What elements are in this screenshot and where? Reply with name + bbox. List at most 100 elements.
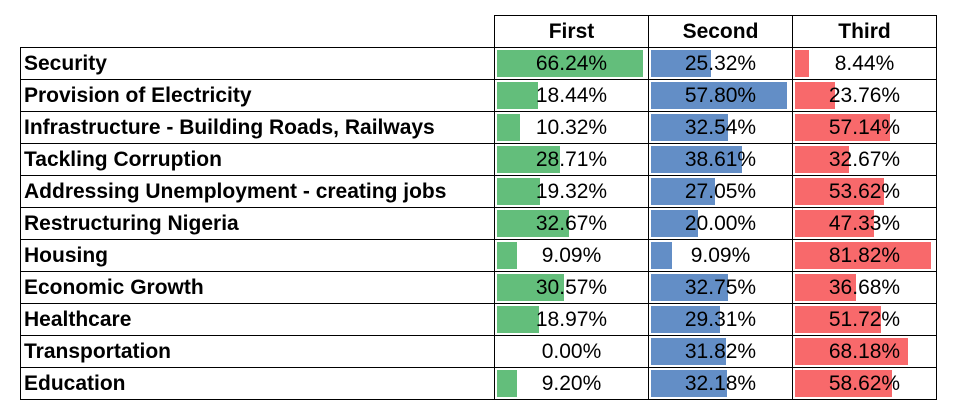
value-cell-second: 25.32% xyxy=(648,47,793,80)
data-bar-first xyxy=(497,82,538,109)
value-label: 30.57% xyxy=(535,275,608,299)
row-label: Security xyxy=(20,47,495,80)
value-label: 57.14% xyxy=(828,115,901,139)
table-row: Housing 9.09% 9.09% 81.82% xyxy=(20,239,937,272)
value-cell-third: 68.18% xyxy=(792,335,937,368)
data-bar-first xyxy=(497,242,517,269)
data-bar-first xyxy=(497,178,540,205)
row-label: Tackling Corruption xyxy=(20,143,495,176)
table-row: Provision of Electricity 18.44% 57.80% 23.7… xyxy=(20,79,937,112)
column-header-second: Second xyxy=(648,15,793,48)
row-label: Provision of Electricity xyxy=(20,79,495,112)
value-cell-first: 0.00% xyxy=(494,335,649,368)
data-bar-first xyxy=(497,210,569,237)
data-bar-third xyxy=(795,274,856,301)
value-label: 20.00% xyxy=(684,211,757,235)
table-row: Infrastructure - Building Roads, Railway… xyxy=(20,111,937,144)
table-row: Economic Growth 30.57% 32.75% 36.68% xyxy=(20,271,937,304)
table-row: Transportation 0.00% 31.82% 68.18% xyxy=(20,335,937,368)
value-label: 51.72% xyxy=(828,307,901,331)
value-label: 38.61% xyxy=(684,147,757,171)
value-label: 18.44% xyxy=(535,83,608,107)
value-label: 36.68% xyxy=(828,275,901,299)
value-cell-first: 30.57% xyxy=(494,271,649,304)
table-body: Security 66.24% 25.32% 8.44% Provision of El… xyxy=(20,47,937,400)
value-cell-first: 66.24% xyxy=(494,47,649,80)
value-cell-second: 9.09% xyxy=(648,239,793,272)
data-bar-third xyxy=(795,114,890,141)
row-label: Healthcare xyxy=(20,303,495,336)
value-cell-first: 9.09% xyxy=(494,239,649,272)
row-label: Economic Growth xyxy=(20,271,495,304)
value-cell-first: 32.67% xyxy=(494,207,649,240)
data-bar-second xyxy=(651,114,728,141)
value-cell-first: 19.32% xyxy=(494,175,649,208)
value-label: 32.75% xyxy=(684,275,757,299)
value-cell-second: 32.75% xyxy=(648,271,793,304)
value-label: 66.24% xyxy=(535,51,608,75)
corner-cell xyxy=(20,15,495,48)
value-label: 29.31% xyxy=(684,307,757,331)
value-cell-second: 20.00% xyxy=(648,207,793,240)
data-bar-second xyxy=(651,338,726,365)
value-label: 31.82% xyxy=(684,339,757,363)
data-bar-third xyxy=(795,306,881,333)
value-cell-third: 57.14% xyxy=(792,111,937,144)
value-label: 8.44% xyxy=(834,51,895,75)
table-row: Security 66.24% 25.32% 8.44% xyxy=(20,47,937,80)
data-bar-first xyxy=(497,274,565,301)
value-label: 58.62% xyxy=(828,371,901,395)
value-label: 32.54% xyxy=(684,115,757,139)
table-row: Restructuring Nigeria 32.67% 20.00% 47.33% xyxy=(20,207,937,240)
value-cell-third: 36.68% xyxy=(792,271,937,304)
table-row: Tackling Corruption 28.71% 38.61% 32.67% xyxy=(20,143,937,176)
data-bar-second xyxy=(651,178,715,205)
data-bar-second xyxy=(651,242,673,269)
row-label: Education xyxy=(20,367,495,400)
data-bar-second xyxy=(651,274,729,301)
value-label: 9.09% xyxy=(541,243,602,267)
data-bar-second xyxy=(651,210,699,237)
value-label: 10.32% xyxy=(535,115,608,139)
table-row: Education 9.20% 32.18% 58.62% xyxy=(20,367,937,400)
value-label: 0.00% xyxy=(541,339,602,363)
value-cell-second: 38.61% xyxy=(648,143,793,176)
data-bar-third xyxy=(795,50,809,77)
value-label: 32.18% xyxy=(684,371,757,395)
data-bar-second xyxy=(651,50,711,77)
value-cell-third: 32.67% xyxy=(792,143,937,176)
value-cell-first: 18.44% xyxy=(494,79,649,112)
value-label: 53.62% xyxy=(828,179,901,203)
row-label: Housing xyxy=(20,239,495,272)
value-label: 68.18% xyxy=(828,339,901,363)
value-cell-first: 9.20% xyxy=(494,367,649,400)
value-cell-third: 58.62% xyxy=(792,367,937,400)
data-bar-third xyxy=(795,82,835,109)
data-bar-first xyxy=(497,306,539,333)
row-label: Infrastructure - Building Roads, Railway… xyxy=(20,111,495,144)
column-header-first: First xyxy=(494,15,649,48)
value-cell-first: 10.32% xyxy=(494,111,649,144)
value-cell-second: 27.05% xyxy=(648,175,793,208)
data-bar-first xyxy=(497,370,518,397)
data-bar-third xyxy=(795,242,931,269)
value-cell-third: 23.76% xyxy=(792,79,937,112)
value-label: 32.67% xyxy=(828,147,901,171)
data-bar-third xyxy=(795,146,850,173)
data-bar-first xyxy=(497,146,561,173)
value-label: 47.33% xyxy=(828,211,901,235)
data-bar-second xyxy=(651,82,787,109)
value-cell-third: 81.82% xyxy=(792,239,937,272)
data-bar-second xyxy=(651,306,720,333)
value-label: 19.32% xyxy=(535,179,608,203)
row-label: Restructuring Nigeria xyxy=(20,207,495,240)
value-label: 32.67% xyxy=(535,211,608,235)
value-cell-third: 8.44% xyxy=(792,47,937,80)
data-bar-third xyxy=(795,178,885,205)
value-cell-second: 32.18% xyxy=(648,367,793,400)
value-label: 9.09% xyxy=(690,243,751,267)
value-cell-second: 31.82% xyxy=(648,335,793,368)
value-cell-second: 29.31% xyxy=(648,303,793,336)
data-bar-second xyxy=(651,370,727,397)
value-label: 9.20% xyxy=(541,371,602,395)
